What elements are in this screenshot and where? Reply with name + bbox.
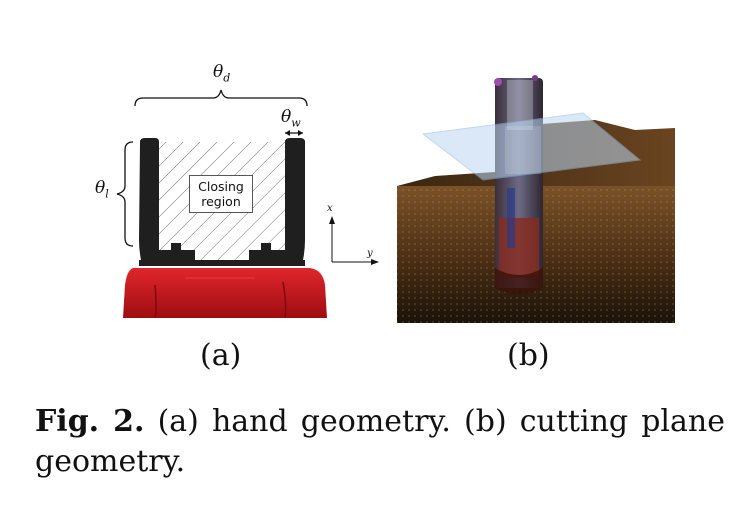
axes-diagram bbox=[329, 216, 379, 265]
closing-region-label-line2: region bbox=[201, 194, 241, 209]
axis-x-label: x bbox=[327, 203, 333, 214]
coordinate-axes: x y bbox=[325, 200, 385, 270]
theta-w-label: θw bbox=[281, 107, 301, 130]
panel-a-hand-geometry: θd θw θl Closing region bbox=[95, 60, 345, 325]
theta-l-brace bbox=[116, 141, 134, 247]
subfigure-label-b: (b) bbox=[507, 338, 550, 373]
figure-caption: Fig. 2. (a) hand geometry. (b) cutting p… bbox=[35, 402, 725, 482]
cutting-plane bbox=[421, 112, 642, 181]
panel-b-cutting-plane bbox=[395, 68, 680, 323]
subfigure-label-a: (a) bbox=[200, 338, 242, 373]
axis-y-label: y bbox=[367, 248, 373, 259]
theta-d-label: θd bbox=[213, 62, 231, 85]
point-cloud-scene bbox=[397, 75, 675, 323]
gripper-fingers bbox=[139, 138, 195, 264]
hand-geometry-diagram bbox=[116, 89, 327, 319]
closing-region-label-line1: Closing bbox=[198, 179, 244, 194]
gripper-body bbox=[123, 268, 327, 318]
caption-text: (a) hand geometry. (b) cutting plane geo… bbox=[35, 404, 725, 479]
figure-id: Fig. 2. bbox=[35, 404, 145, 439]
closing-region-label: Closing region bbox=[189, 175, 253, 213]
theta-d-brace bbox=[134, 89, 308, 107]
theta-l-label: θl bbox=[95, 178, 109, 201]
